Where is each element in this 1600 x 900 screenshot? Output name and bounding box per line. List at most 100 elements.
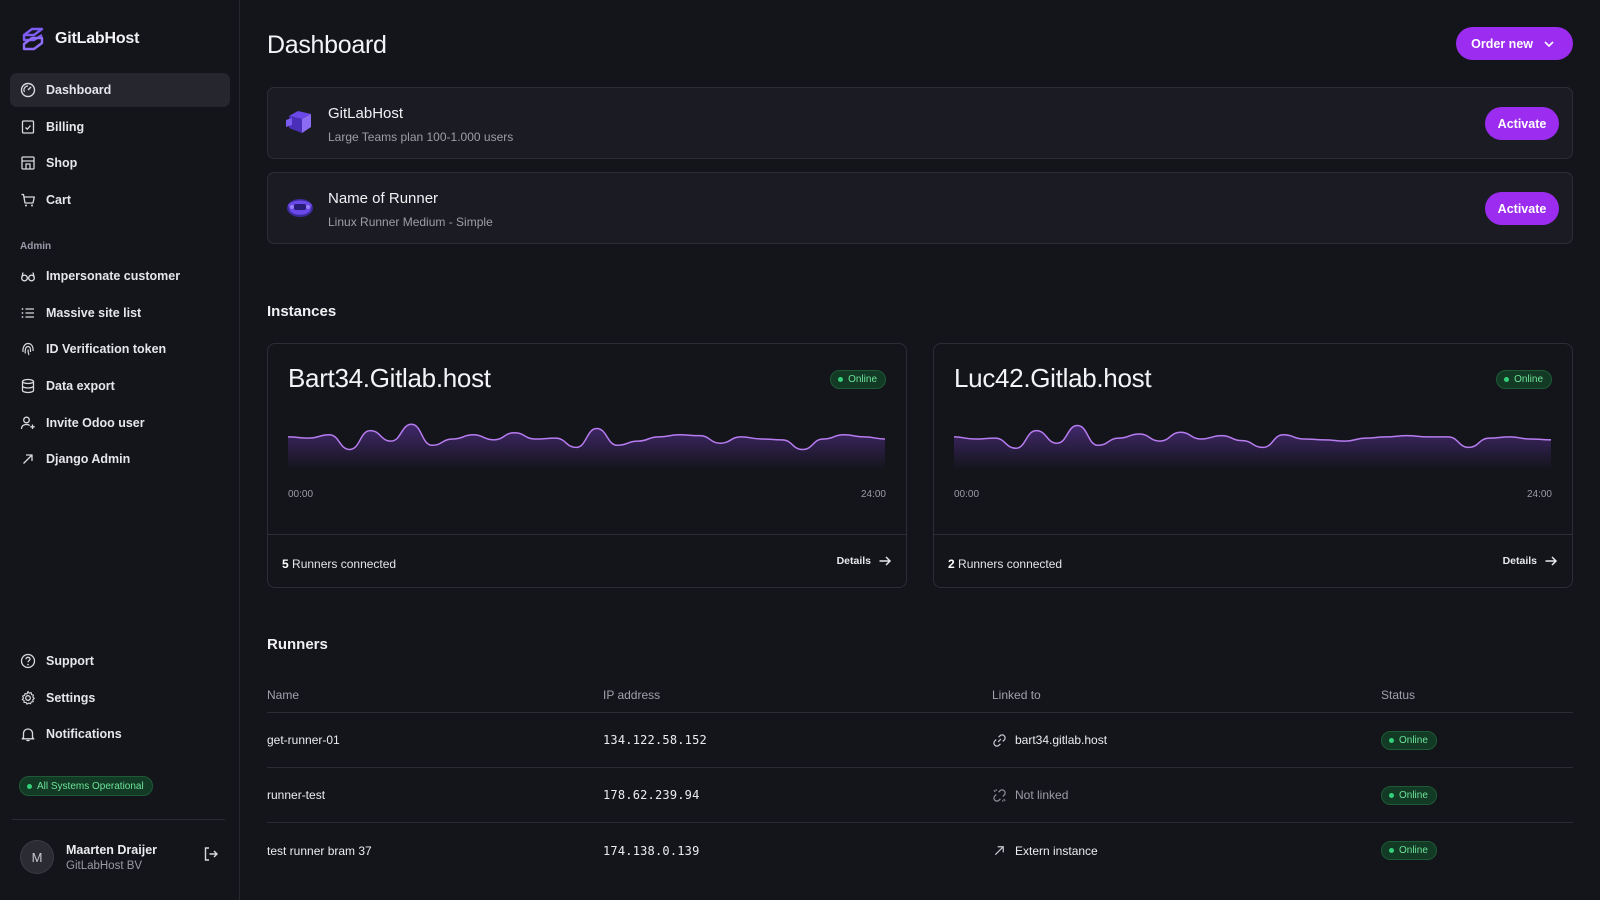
nav-item-site-list[interactable]: Massive site list [10,296,230,330]
runner-name: runner-test [267,788,326,802]
chevron-down-icon [1544,40,1554,47]
brand[interactable]: GitLabHost [20,26,139,52]
bottom-nav: Support Settings Notifications [10,644,230,754]
runner-ip: 174.138.0.139 [603,843,700,858]
status-badge: Online [1381,841,1437,860]
table-row[interactable]: get-runner-01 134.122.58.152 bart34.gitl… [267,713,1573,768]
status-text: Online [1399,789,1428,801]
system-status-badge[interactable]: All Systems Operational [19,776,153,796]
runner-linked[interactable]: Not linked [992,768,1068,822]
nav-label: Support [46,654,94,668]
nav-label: ID Verification token [46,342,167,357]
nav-label: Massive site list [46,305,142,320]
nav-item-notifications[interactable]: Notifications [10,717,230,751]
details-label: Details [1502,555,1537,567]
linked-text: Extern instance [1015,843,1098,858]
status-badge: Online [1496,370,1552,389]
status-badge: Online [1381,730,1437,750]
nav-item-shop[interactable]: Shop [10,146,230,180]
avatar: M [20,840,54,874]
nav-item-dashboard[interactable]: Dashboard [10,73,230,107]
main-nav: Dashboard Billing Shop Cart [10,73,230,220]
status-badge: Online [1381,785,1437,805]
column-header-status[interactable]: Status [1381,688,1416,702]
nav-item-cart[interactable]: Cart [10,183,230,217]
instance-name: Bart34.Gitlab.host [288,363,491,393]
nav-item-support[interactable]: Support [10,644,230,678]
product-title: GitLabHost [328,105,404,122]
nav-label: Invite Odoo user [46,415,145,430]
status-dot [1389,737,1394,743]
status-dot [1504,377,1510,382]
sparkline-line [288,423,885,451]
billing-icon [21,120,35,134]
shop-icon [21,156,35,171]
order-new-button[interactable]: Order new [1456,27,1573,60]
runner-name: test runner bram 37 [267,843,372,858]
nav-item-django-admin[interactable]: Django Admin [10,442,230,476]
product-subtitle: Linux Runner Medium - Simple [328,215,493,229]
linked-text: bart34.gitlab.host [1015,733,1108,747]
nav-item-billing[interactable]: Billing [10,110,230,144]
cart-icon [21,193,35,207]
status-badge: Online [830,370,886,389]
gitlabhost-logo-icon [22,27,44,51]
nav-label: Billing [46,119,85,134]
sparkline-area [288,424,885,469]
admin-section-label: Admin [20,241,52,252]
activate-button[interactable]: Activate [1485,192,1559,225]
instance-card[interactable]: Luc42.Gitlab.host Online 00:00 24:00 2 R… [933,343,1573,588]
status-dot [1389,792,1394,798]
user-plus-icon [20,416,35,429]
nav-label: Data export [46,379,115,394]
sidebar-divider [12,819,225,820]
nav-item-invite-odoo[interactable]: Invite Odoo user [10,406,230,440]
logout-icon[interactable] [202,845,220,863]
column-header-name[interactable]: Name [267,688,300,702]
instance-name: Luc42.Gitlab.host [954,363,1152,393]
details-link[interactable]: Details [1503,554,1558,568]
nav-item-impersonate[interactable]: Impersonate customer [10,259,230,293]
nav-label: Shop [46,156,78,171]
nav-item-id-verification[interactable]: ID Verification token [10,332,230,366]
instance-card[interactable]: Bart34.Gitlab.host Online 00:00 24:00 5 … [267,343,907,588]
runners-label: Runners connected [958,557,1063,571]
column-header-ip[interactable]: IP address [603,688,661,702]
table-row[interactable]: test runner bram 37 174.138.0.139 Extern… [267,823,1573,878]
runners-heading: Runners [267,636,328,653]
user-profile[interactable]: M Maarten Draijer GitLabHost BV [20,840,157,874]
system-status-text: All Systems Operational [37,780,144,792]
runner-product-icon [287,199,313,217]
activate-button[interactable]: Activate [1485,107,1559,140]
runner-ip: 134.122.58.152 [603,733,707,747]
gitlabhost-product-icon [286,111,311,133]
nav-label: Django Admin [46,452,131,467]
product-subtitle: Large Teams plan 100-1.000 users [328,130,514,144]
arrow-right-icon [1545,556,1558,566]
activity-sparkline [954,424,1551,469]
nav-label: Settings [46,690,96,705]
runner-linked[interactable]: bart34.gitlab.host [992,713,1107,767]
list-icon [21,307,34,318]
help-circle-icon [20,653,36,669]
runner-linked[interactable]: Extern instance [992,823,1098,878]
details-link[interactable]: Details [837,554,892,568]
nav-item-data-export[interactable]: Data export [10,369,230,403]
table-row[interactable]: runner-test 178.62.239.94 Not linked Onl… [267,768,1573,823]
details-label: Details [836,555,871,567]
status-dot [1389,848,1394,853]
runner-ip: 178.62.239.94 [603,788,700,802]
time-start-label: 00:00 [954,489,980,500]
product-card-runner: Name of Runner Linux Runner Medium - Sim… [267,172,1573,244]
status-dot [838,377,844,382]
nav-item-settings[interactable]: Settings [10,681,230,715]
table-header: Name IP address Linked to Status [267,681,1573,713]
time-start-label: 00:00 [288,489,314,500]
nav-label: Notifications [46,727,122,742]
brand-name: GitLabHost [55,30,140,47]
column-header-linked[interactable]: Linked to [992,688,1041,702]
admin-nav: Impersonate customer Massive site list I… [10,259,230,479]
runners-connected: 5 Runners connected [282,557,396,571]
product-card-gitlabhost: GitLabHost Large Teams plan 100-1.000 us… [267,87,1573,159]
runners-table: Name IP address Linked to Status get-run… [267,681,1573,878]
